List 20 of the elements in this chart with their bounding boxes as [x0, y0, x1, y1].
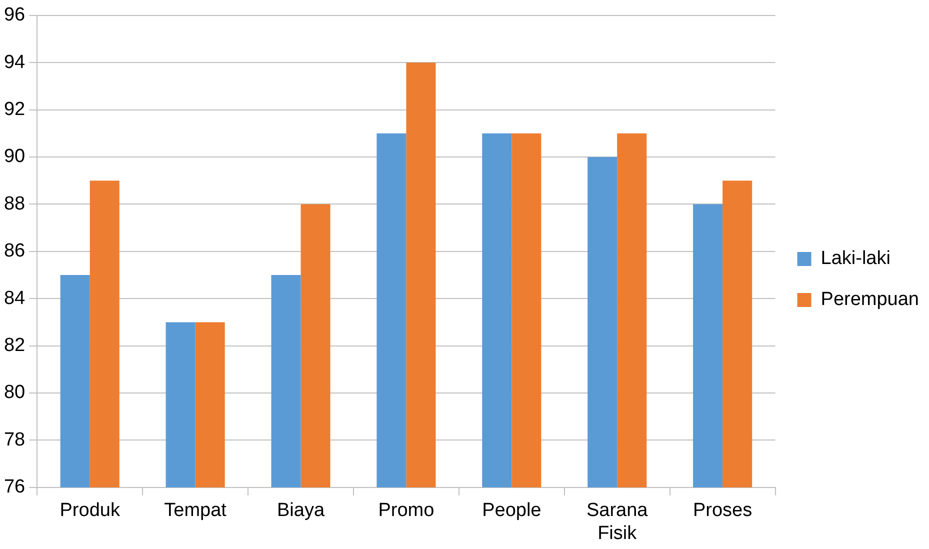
y-tick-label: 76	[4, 476, 26, 498]
legend-label: Perempuan	[820, 289, 920, 310]
y-tick-label: 88	[4, 193, 26, 214]
y-tick-label: 78	[4, 429, 26, 450]
x-tick-label: People	[482, 500, 542, 522]
y-tick-label: 84	[4, 288, 26, 309]
x-tick-label: Biaya	[276, 500, 325, 522]
y-tick-label: 92	[4, 99, 26, 120]
y-tick-label: 94	[4, 52, 26, 73]
y-tick-label: 80	[4, 382, 26, 404]
x-tick-label: Tempat	[164, 500, 228, 522]
x-tick-label: Produk	[60, 500, 120, 522]
x-tick-label: Sarana Fisik	[586, 500, 648, 544]
legend-label: Laki-laki	[820, 248, 890, 270]
y-tick-label: 82	[4, 335, 26, 356]
x-tick-label: Promo	[378, 500, 434, 522]
x-tick-label: Proses	[692, 500, 752, 522]
y-tick-label: 86	[4, 240, 26, 262]
y-tick-label: 96	[4, 4, 26, 26]
y-tick-label: 90	[4, 146, 26, 168]
